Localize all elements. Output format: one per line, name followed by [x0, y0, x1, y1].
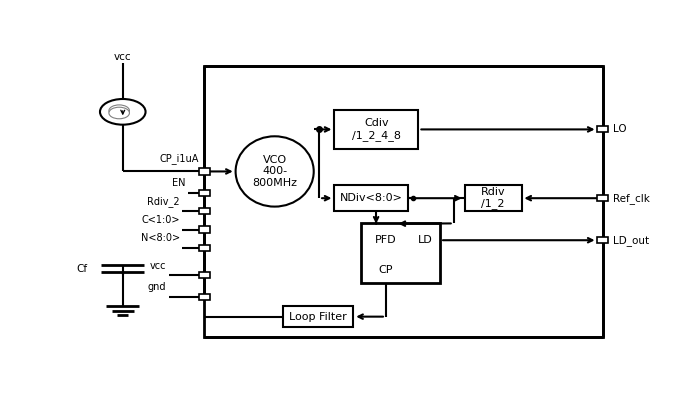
- Text: LD: LD: [418, 235, 433, 245]
- Text: Rdiv
/1_2: Rdiv /1_2: [481, 187, 505, 210]
- Bar: [361, 224, 440, 283]
- Text: CP_i1uA: CP_i1uA: [160, 153, 199, 164]
- Text: vcc: vcc: [150, 261, 166, 271]
- Bar: [199, 272, 209, 278]
- Text: Rdiv_2: Rdiv_2: [147, 196, 180, 206]
- Bar: [598, 195, 608, 201]
- Text: CP: CP: [379, 265, 393, 275]
- Text: Cf: Cf: [76, 264, 88, 274]
- Text: vcc: vcc: [114, 52, 132, 62]
- Circle shape: [109, 107, 130, 119]
- Text: gnd: gnd: [148, 282, 166, 292]
- Circle shape: [109, 105, 130, 116]
- Bar: [335, 185, 407, 211]
- Bar: [204, 66, 603, 337]
- Bar: [283, 306, 354, 328]
- Bar: [199, 168, 209, 175]
- Bar: [199, 294, 209, 300]
- Bar: [598, 237, 608, 243]
- Bar: [199, 245, 209, 251]
- Text: N<8:0>: N<8:0>: [141, 233, 180, 243]
- Bar: [335, 110, 419, 148]
- Text: NDiv<8:0>: NDiv<8:0>: [340, 193, 402, 203]
- Bar: [465, 185, 522, 211]
- Circle shape: [100, 99, 146, 125]
- Bar: [598, 126, 608, 133]
- Text: LD_out: LD_out: [612, 235, 649, 246]
- Text: C<1:0>: C<1:0>: [141, 215, 180, 225]
- Bar: [199, 190, 209, 196]
- Text: PFD: PFD: [375, 235, 397, 245]
- Bar: [199, 226, 209, 233]
- Text: VCO
400-
800MHz: VCO 400- 800MHz: [252, 155, 298, 188]
- Ellipse shape: [236, 136, 314, 206]
- Text: Cdiv
/1_2_4_8: Cdiv /1_2_4_8: [352, 118, 401, 141]
- Bar: [199, 208, 209, 214]
- Text: Loop Filter: Loop Filter: [289, 312, 347, 322]
- Text: EN: EN: [172, 178, 185, 188]
- Text: Ref_clk: Ref_clk: [612, 193, 650, 204]
- Text: LO: LO: [612, 124, 626, 135]
